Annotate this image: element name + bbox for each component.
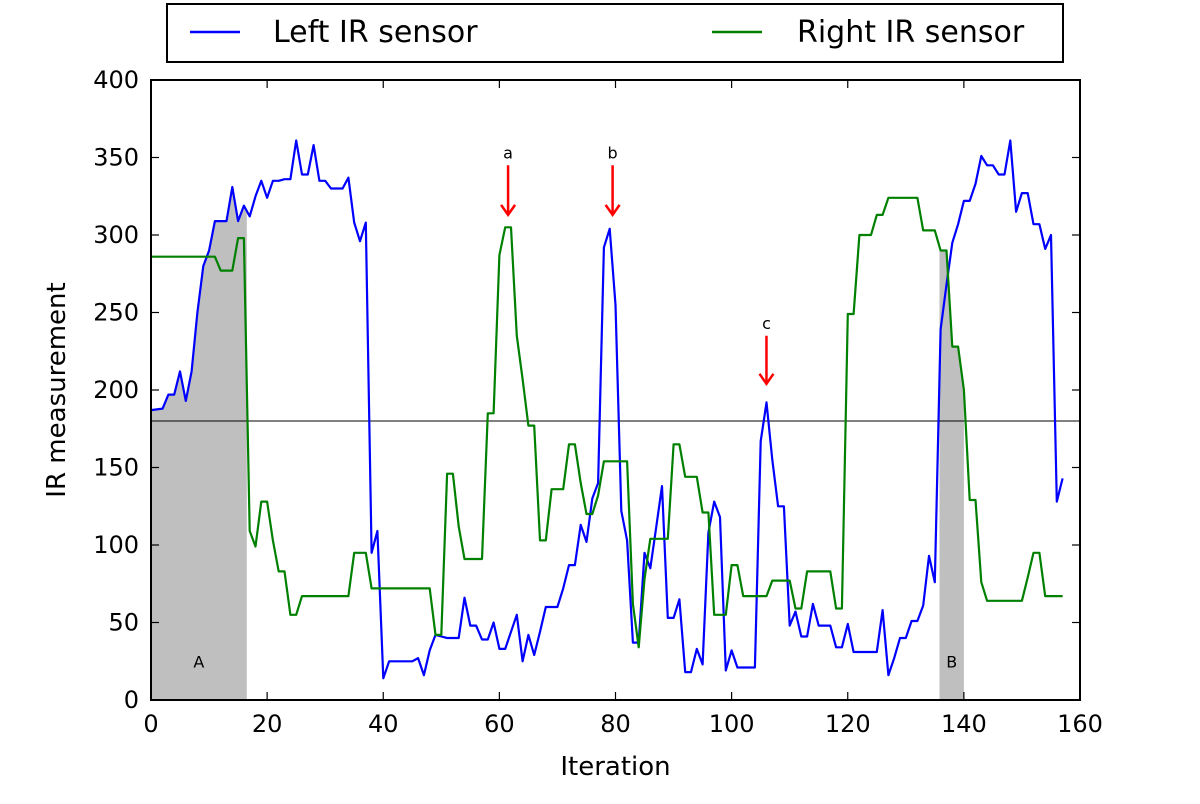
x-tick-label: 100 <box>709 710 755 738</box>
y-tick-label: 200 <box>93 376 139 404</box>
series-line-left-ir <box>150 139 1064 680</box>
legend-entry-right-ir: Right IR sensor <box>712 15 1025 50</box>
x-tick-label: 120 <box>825 710 871 738</box>
annotation-arrow-c: c <box>758 314 775 386</box>
x-tick-label: 40 <box>368 710 399 738</box>
x-tick-label: 160 <box>1057 710 1103 738</box>
y-tick-label: 0 <box>124 686 139 714</box>
legend-label: Right IR sensor <box>797 15 1025 50</box>
annotations: a b c <box>500 143 775 386</box>
legend: Left IR sensor Right IR sensor <box>166 3 1064 63</box>
shaded-region-label-a: A <box>193 652 204 671</box>
shaded-region-a <box>151 186 247 700</box>
legend-entry-left-ir: Left IR sensor <box>190 15 478 50</box>
annotation-label-a: a <box>503 143 513 162</box>
annotation-label-b: b <box>608 143 618 162</box>
y-tick-label: 100 <box>93 531 139 559</box>
x-tick-label: 60 <box>484 710 515 738</box>
axis-ticks: 0 20 40 60 80 100 120 140 160 0 50 100 150 200 250 300 3… <box>93 66 1103 738</box>
legend-label: Left IR sensor <box>273 15 478 50</box>
annotation-arrow-head-b <box>604 204 621 218</box>
series-lines <box>150 139 1064 680</box>
shaded-region-label-b: B <box>946 652 957 671</box>
y-tick-label: 300 <box>93 221 139 249</box>
x-axis-label: Iteration <box>560 752 670 782</box>
y-tick-label: 350 <box>93 144 139 172</box>
x-tick-label: 140 <box>941 710 987 738</box>
y-tick-label: 150 <box>93 454 139 482</box>
y-tick-label: 50 <box>108 609 139 637</box>
x-tick-label: 20 <box>252 710 283 738</box>
annotation-arrow-head-c <box>758 373 775 386</box>
annotation-label-c: c <box>762 314 771 333</box>
legend-box <box>166 3 1064 63</box>
y-tick-label: 250 <box>93 299 139 327</box>
y-tick-label: 400 <box>93 66 139 94</box>
annotation-arrow-b: b <box>604 143 621 218</box>
annotation-arrow-head-a <box>500 204 517 218</box>
y-axis-label: IR measurement <box>42 282 72 497</box>
series-line-right-ir <box>151 196 1063 649</box>
shaded-region-b <box>939 246 964 700</box>
x-tick-label: 80 <box>600 710 631 738</box>
annotation-arrow-a: a <box>500 143 517 218</box>
x-tick-label: 0 <box>143 710 158 738</box>
